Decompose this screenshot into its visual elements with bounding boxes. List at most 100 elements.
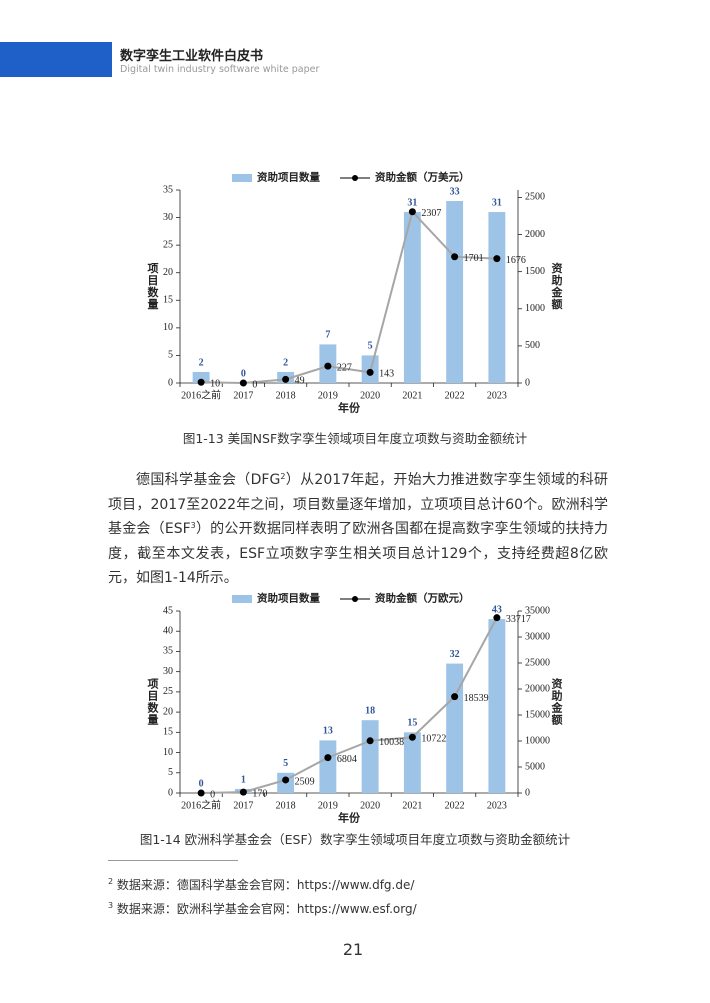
line-value-label: 33717 [506,614,531,625]
header-subtitle: Digital twin industry software white pap… [120,64,320,75]
x-tick-label: 2021 [402,390,422,401]
bar [488,212,506,383]
bar [192,371,210,383]
x-tick-label: 2016之前 [181,798,221,811]
x-tick-label: 2020 [360,390,380,401]
y-axis-label: 项目数量 [146,262,159,310]
y2-tick-label: 500 [525,340,540,351]
footnote-rule [108,860,238,861]
footnote: 3 数据来源：欧洲科学基金会官网：https://www.esf.org/ [108,900,417,917]
y-tick-label: 25 [163,239,173,250]
bar-value-label: 31 [407,197,417,208]
line-marker [366,737,374,745]
y-axis-label: 项目数量 [146,678,159,726]
header-title: 数字孪生工业软件白皮书 [120,49,264,64]
y-tick-label: 10 [163,322,173,333]
y2-tick-label: 30000 [525,631,550,642]
legend-label: 资助金额（万美元） [375,170,470,183]
y-tick-label: 15 [163,295,173,306]
line-marker [197,378,205,386]
x-axis-label: 年份 [338,401,361,415]
bar [403,732,421,793]
bar [361,720,379,793]
y2-tick-label: 15000 [525,709,550,720]
line-value-label: 0 [210,789,215,800]
line-marker [451,693,459,701]
x-tick-label: 2020 [360,800,380,811]
x-tick-label: 2017 [233,800,253,811]
line-marker [324,362,332,370]
y-tick-label: 20 [163,706,173,717]
bar [488,619,506,793]
x-tick-label: 2023 [487,800,507,811]
y2-tick-label: 1500 [525,266,545,277]
footnote: 2 数据来源：德国科学基金会官网：https://www.dfg.de/ [108,876,414,893]
line-marker [197,789,205,797]
line-value-label: 18539 [464,693,489,704]
x-tick-label: 2021 [402,800,422,811]
y-tick-label: 25 [163,686,173,697]
line-marker [324,754,332,762]
legend-label: 资助项目数量 [257,591,320,604]
footnote-number: 2 [108,877,114,886]
y-tick-label: 5 [168,350,173,361]
line-value-label: 10 [210,379,220,390]
legend-label: 资助金额（万欧元） [375,591,470,604]
caption: 图1-14 欧洲科学基金会（ESF）数字孪生领域项目年度立项数与资助金额统计 [139,832,571,847]
bar [446,201,464,383]
bar-value-label: 0 [241,368,246,379]
line-value-label: 0 [252,379,257,390]
bar [319,740,337,793]
x-axis-label: 年份 [338,811,361,825]
bar-value-label: 7 [325,330,330,341]
line-marker [239,379,247,387]
footnote-ref: 2 [280,472,286,481]
text: 德国科学基金会（DFG [136,472,281,488]
text: ）的公开数据同样表明了欧洲各国都在提高数字孪生领域的扶持力度，截至本文发表，ES… [108,521,608,587]
line-marker [282,375,290,383]
bar-value-label: 1 [241,774,246,785]
line-marker [493,255,501,263]
legend-marker [352,175,358,181]
line-marker [408,208,416,216]
chart: 0510152025303540450500010000150002000025… [146,591,564,825]
y-tick-label: 5 [168,767,173,778]
bar-value-label: 2 [283,357,288,368]
line-marker [451,253,459,261]
y2-tick-label: 20000 [525,683,550,694]
y2-tick-label: 0 [525,377,530,388]
y-tick-label: 40 [163,626,173,637]
footnote-text: 数据来源：欧洲科学基金会官网：https://www.esf.org/ [116,902,417,916]
y-tick-label: 10 [163,747,173,758]
line-value-label: 1676 [506,255,526,266]
y-tick-label: 0 [168,377,173,388]
y2-tick-label: 25000 [525,657,550,668]
footnote-ref: 3 [190,521,196,531]
y2-tick-label: 2500 [525,192,545,203]
y2-axis-label: 资助金额 [550,261,564,310]
y-tick-label: 35 [163,184,173,195]
footnote-number: 3 [108,901,114,910]
line-value-label: 227 [337,362,352,373]
x-tick-label: 2023 [487,390,507,401]
text: ）从2017年起，开始大力推进数字孪生领域的科研项目，2017至2022年之间，… [108,472,608,538]
bar-value-label: 0 [199,778,204,789]
bar-value-label: 31 [492,197,502,208]
x-tick-label: 2019 [318,800,338,811]
y-tick-label: 15 [163,727,173,738]
line-value-label: 143 [379,369,394,380]
line-value-label: 170 [252,788,267,799]
page-number: 21 [342,940,364,959]
x-tick-label: 2022 [445,390,465,401]
x-tick-label: 2017 [233,390,253,401]
legend-label: 资助项目数量 [257,170,320,183]
bar-value-label: 5 [283,758,288,769]
y-tick-label: 20 [163,267,173,278]
line [201,209,497,385]
x-tick-label: 2019 [318,390,338,401]
bar-value-label: 2 [199,357,204,368]
bar-value-label: 32 [450,649,460,660]
line-value-label: 10038 [379,737,404,748]
y-tick-label: 30 [163,212,173,223]
bar-value-label: 13 [323,726,333,737]
